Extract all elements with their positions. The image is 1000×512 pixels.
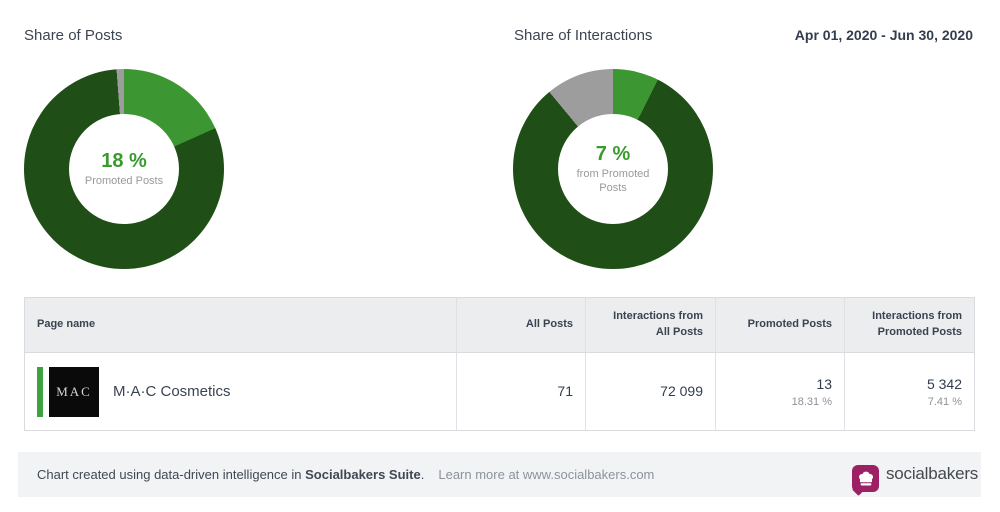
column-header-promoted-posts: Promoted Posts — [715, 298, 844, 352]
footer-text-prefix: Chart created using data-driven intellig… — [37, 467, 306, 482]
interactions-all-posts-cell: 72 099 — [585, 353, 715, 430]
socialbakers-logo-badge — [852, 465, 879, 492]
promoted-posts-value: 13 — [816, 375, 832, 392]
chart-title-share-of-posts: Share of Posts — [24, 27, 123, 44]
footer-bar: Chart created using data-driven intellig… — [18, 452, 981, 497]
interactions-promoted-posts-cell: 5 342 7.41 % — [844, 353, 974, 430]
column-header-interactions-all-posts: Interactions from All Posts — [585, 298, 715, 352]
interactions-promoted-value: 5 342 — [926, 375, 962, 392]
all-posts-value: 71 — [557, 383, 573, 400]
page-stats-table: Page name All Posts Interactions from Al… — [24, 297, 975, 431]
footer-brand-name: Socialbakers Suite — [305, 467, 421, 482]
table-row: MAC M·A·C Cosmetics 71 72 099 13 18.31 %… — [25, 353, 974, 430]
promoted-posts-label: Promoted Posts — [84, 174, 164, 187]
column-header-interactions-promoted-posts: Interactions from Promoted Posts — [844, 298, 974, 352]
footer-text-period: . — [420, 467, 425, 482]
date-range: Apr 01, 2020 - Jun 30, 2020 — [794, 27, 973, 43]
interactions-promoted-percent: 7.41 % — [927, 396, 962, 409]
promoted-posts-percent: 18.31 % — [791, 396, 832, 409]
table-header-row: Page name All Posts Interactions from Al… — [25, 298, 974, 353]
donut-center: 7 % from Promoted Posts — [558, 114, 668, 224]
interactions-all-posts-value: 72 099 — [660, 383, 703, 400]
promoted-interactions-label: from Promoted Posts — [576, 167, 650, 194]
share-of-posts-donut: 18 % Promoted Posts — [24, 69, 224, 269]
all-posts-cell: 71 — [456, 353, 585, 430]
donut-center: 18 % Promoted Posts — [69, 114, 179, 224]
page-name: M·A·C Cosmetics — [113, 383, 231, 400]
chart-title-share-of-interactions: Share of Interactions — [514, 27, 653, 44]
share-of-interactions-donut: 7 % from Promoted Posts — [513, 69, 713, 269]
column-header-page-name: Page name — [37, 318, 96, 331]
chef-hat-icon — [858, 471, 873, 485]
promoted-interactions-percentage: 7 % — [595, 142, 631, 165]
row-color-indicator — [37, 366, 43, 417]
promoted-posts-percentage: 18 % — [101, 149, 147, 172]
socialbakers-wordmark: socialbakers — [886, 464, 979, 483]
promoted-posts-cell: 13 18.31 % — [715, 353, 844, 430]
socialbakers-link[interactable]: Learn more at www.socialbakers.com — [438, 467, 655, 482]
mac-logo-avatar: MAC — [49, 366, 99, 417]
page-name-cell: MAC M·A·C Cosmetics — [25, 353, 456, 430]
column-header-all-posts: All Posts — [456, 298, 585, 352]
footer-attribution-text: Chart created using data-driven intellig… — [37, 467, 654, 482]
